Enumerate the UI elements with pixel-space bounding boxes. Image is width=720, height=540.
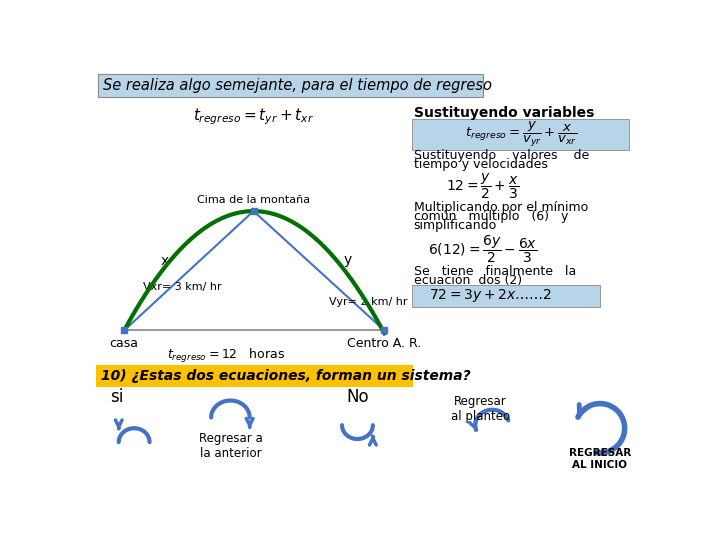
Text: No: No [346,388,369,407]
FancyBboxPatch shape [96,365,413,387]
Text: $12 = \dfrac{y}{2} + \dfrac{x}{3}$: $12 = \dfrac{y}{2} + \dfrac{x}{3}$ [446,172,520,201]
Text: $t_{regreso} = \dfrac{y}{v_{yr}} + \dfrac{x}{v_{xr}}$: $t_{regreso} = \dfrac{y}{v_{yr}} + \dfra… [464,119,577,148]
Text: Centro A. R.: Centro A. R. [347,337,421,350]
Text: Se realiza algo semejante, para el tiempo de regreso: Se realiza algo semejante, para el tiemp… [104,78,492,93]
Text: Se   tiene   finalmente   la: Se tiene finalmente la [414,265,576,278]
Text: x: x [161,254,169,268]
FancyBboxPatch shape [98,74,483,97]
Text: Vyr= 2 km/ hr: Vyr= 2 km/ hr [329,297,408,307]
Text: $t_{regreso} = 12$   horas: $t_{regreso} = 12$ horas [168,347,286,365]
Text: Sustituyendo variables: Sustituyendo variables [414,105,594,119]
Text: Sustituyendo    valores    de: Sustituyendo valores de [414,149,589,162]
Text: si: si [109,388,123,407]
Text: y: y [343,253,351,267]
Text: Multiplicando por el mínimo: Multiplicando por el mínimo [414,201,588,214]
Text: casa: casa [109,337,139,350]
Text: Regresar
al planteo: Regresar al planteo [451,395,510,423]
Text: común   múltiplo   (6)   y: común múltiplo (6) y [414,210,568,223]
Text: Vxr= 3 km/ hr: Vxr= 3 km/ hr [143,281,222,292]
Text: 10) ¿Estas dos ecuaciones, forman un sistema?: 10) ¿Estas dos ecuaciones, forman un sis… [101,369,471,383]
Text: Regresar a
la anterior: Regresar a la anterior [199,432,262,460]
FancyBboxPatch shape [412,285,600,307]
Text: REGRESAR
AL INICIO: REGRESAR AL INICIO [569,448,631,470]
Text: $t_{regreso} = t_{yr} + t_{xr}$: $t_{regreso} = t_{yr} + t_{xr}$ [193,107,314,127]
Text: ecuación  dos (2): ecuación dos (2) [414,274,522,287]
Text: $6(12) = \dfrac{6y}{2} - \dfrac{6x}{3}$: $6(12) = \dfrac{6y}{2} - \dfrac{6x}{3}$ [428,234,538,265]
Text: tiempo y velocidades: tiempo y velocidades [414,158,547,171]
FancyBboxPatch shape [412,119,629,150]
Text: simplificando: simplificando [414,219,497,232]
Text: Cima de la montaña: Cima de la montaña [197,194,310,205]
Text: $72 = 3y + 2x\ldots\ldots 2$: $72 = 3y + 2x\ldots\ldots 2$ [429,287,552,305]
